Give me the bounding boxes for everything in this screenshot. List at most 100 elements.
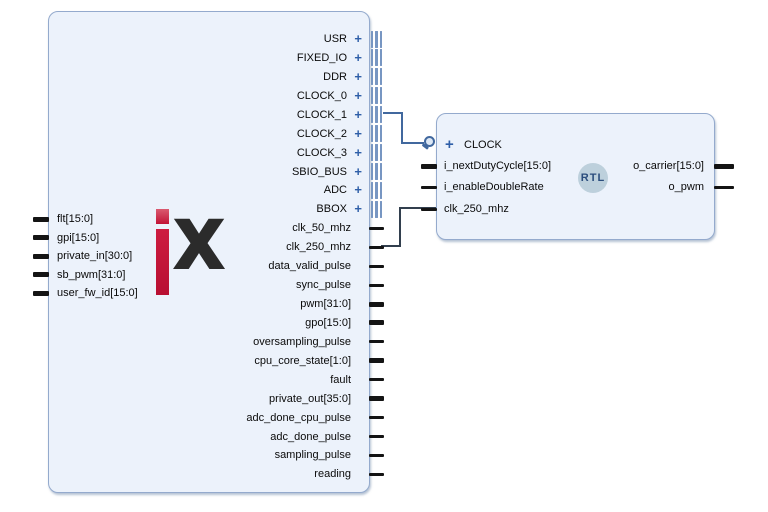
port-flt-15-0[interactable]: flt[15:0] <box>33 210 369 228</box>
port-clock-0[interactable]: + CLOCK_0 <box>49 87 382 105</box>
port-reading[interactable]: reading <box>49 465 384 483</box>
interface-pin-bar <box>379 87 382 105</box>
port-sampling-pulse[interactable]: sampling_pulse <box>49 446 384 464</box>
port-user-fw-id-15-0[interactable]: user_fw_id[15:0] <box>33 284 369 302</box>
interface-pin-bar <box>379 163 382 180</box>
interface-pin-icon <box>371 87 384 105</box>
interface-pin-bar <box>379 49 382 67</box>
interface-pin-bar <box>375 181 378 199</box>
output-pin-stub[interactable] <box>369 264 384 268</box>
port-private-out-35-0[interactable]: private_out[35:0] <box>49 390 384 408</box>
output-pin-stub[interactable] <box>369 340 384 344</box>
port-i-nextdutycycle-15-0[interactable]: i_nextDutyCycle[15:0] <box>421 157 714 175</box>
expand-plus-icon[interactable]: + <box>445 136 454 153</box>
port-private-in-30-0[interactable]: private_in[30:0] <box>33 247 369 265</box>
port-cpu-core-state-1-0[interactable]: cpu_core_state[1:0] <box>49 352 384 370</box>
output-pin-stub[interactable] <box>369 453 384 457</box>
output-pin-stub[interactable] <box>369 226 384 230</box>
input-pin-stub[interactable] <box>33 216 49 222</box>
net-clock1-to-clock-seg-h2[interactable] <box>401 142 424 144</box>
port-label: clk_250_mhz <box>286 241 351 254</box>
port-usr[interactable]: + USR <box>49 30 382 48</box>
expand-plus-icon[interactable]: + <box>354 68 362 84</box>
port-label: CLOCK_2 <box>296 127 347 140</box>
port-fixed-io[interactable]: + FIXED_IO <box>49 49 382 67</box>
input-pin-stub[interactable] <box>33 235 49 240</box>
port-gpo-15-0[interactable]: gpo[15:0] <box>49 314 384 332</box>
interface-pin-bar <box>371 200 374 218</box>
expand-plus-icon[interactable]: + <box>354 49 362 65</box>
expand-plus-icon[interactable]: + <box>354 87 362 103</box>
output-pin-stub[interactable] <box>369 396 384 402</box>
output-pin-stub[interactable] <box>714 185 734 189</box>
output-pin-stub[interactable] <box>369 301 384 307</box>
output-pin-stub[interactable] <box>369 358 384 364</box>
port-label: USR <box>323 33 347 45</box>
port-label: clk_50_mhz <box>292 222 351 235</box>
port-label: private_in[30:0] <box>57 250 133 262</box>
port-ddr[interactable]: + DDR <box>49 68 382 86</box>
input-pin-stub[interactable] <box>33 272 49 277</box>
port-sync-pulse[interactable]: sync_pulse <box>49 276 384 294</box>
expand-plus-icon[interactable]: + <box>354 125 362 141</box>
logo-i-dot <box>156 209 169 224</box>
port-data-valid-pulse[interactable]: data_valid_pulse <box>49 257 384 275</box>
port-clk-50-mhz[interactable]: clk_50_mhz <box>49 219 384 237</box>
net-clock1-to-clock-seg-v[interactable] <box>401 112 403 144</box>
port-clk-250-mhz[interactable]: clk_250_mhz <box>49 238 384 256</box>
output-pin-stub[interactable] <box>369 435 384 439</box>
net-clock1-to-clock-seg-h1[interactable] <box>383 112 403 114</box>
input-pin-stub[interactable] <box>421 207 437 211</box>
rtl-module-block[interactable]: RTL + CLOCK i_nextDutyCycle[15:0] i_enableD… <box>421 113 734 240</box>
input-pin-stub[interactable] <box>33 290 49 296</box>
port-pwm-31-0[interactable]: pwm[31:0] <box>49 295 384 313</box>
expand-plus-icon[interactable]: + <box>354 144 362 160</box>
port-sb-pwm-31-0[interactable]: sb_pwm[31:0] <box>33 266 369 284</box>
port-bbox[interactable]: + BBOX <box>49 200 382 218</box>
port-o-carrier-15-0[interactable]: o_carrier[15:0] <box>437 157 734 175</box>
port-gpi-15-0[interactable]: gpi[15:0] <box>33 229 369 247</box>
output-pin-stub[interactable] <box>369 378 384 382</box>
net-clk250-seg-v[interactable] <box>399 207 401 247</box>
output-pin-stub[interactable] <box>369 245 384 249</box>
output-pin-stub[interactable] <box>369 416 384 420</box>
port-label: o_pwm <box>668 181 704 193</box>
expand-plus-icon[interactable]: + <box>354 201 362 217</box>
net-clk250-seg-h1[interactable] <box>381 245 401 247</box>
port-clock[interactable]: + CLOCK <box>437 136 714 154</box>
output-pin-stub[interactable] <box>714 163 734 169</box>
input-pin-stub[interactable] <box>421 163 437 169</box>
port-label: FIXED_IO <box>296 51 347 64</box>
main-ip-block[interactable]: x flt[15:0] gpi[15:0] private_in[30:0] sb_p… <box>33 11 384 493</box>
port-clock-3[interactable]: + CLOCK_3 <box>49 144 382 162</box>
port-label: i_enableDoubleRate <box>444 181 544 193</box>
expand-plus-icon[interactable]: + <box>354 31 362 46</box>
port-label: i_nextDutyCycle[15:0] <box>444 160 551 172</box>
port-adc[interactable]: + ADC <box>49 181 382 199</box>
port-clock-1[interactable]: + CLOCK_1 <box>49 106 382 124</box>
port-adc-done-cpu-pulse[interactable]: adc_done_cpu_pulse <box>49 409 384 427</box>
port-o-pwm[interactable]: o_pwm <box>437 178 734 196</box>
port-label: CLOCK_0 <box>296 89 347 102</box>
input-pin-stub[interactable] <box>421 185 437 189</box>
port-oversampling-pulse[interactable]: oversampling_pulse <box>49 333 384 351</box>
port-clock-2[interactable]: + CLOCK_2 <box>49 125 382 143</box>
interface-pin-bar <box>371 106 374 124</box>
interface-pin-bar <box>371 87 374 105</box>
expand-plus-icon[interactable]: + <box>354 182 362 198</box>
expand-plus-icon[interactable]: + <box>354 106 362 122</box>
port-i-enabledoublerate[interactable]: i_enableDoubleRate <box>421 178 714 196</box>
port-fault[interactable]: fault <box>49 371 384 389</box>
port-clk-250-mhz[interactable]: clk_250_mhz <box>421 200 714 218</box>
magnifier-icon[interactable] <box>421 136 435 150</box>
port-label: clk_250_mhz <box>444 203 509 215</box>
output-pin-stub[interactable] <box>369 283 384 287</box>
input-pin-stub[interactable] <box>33 253 49 259</box>
net-clk250-seg-h2[interactable] <box>399 207 437 209</box>
output-pin-stub[interactable] <box>369 320 384 326</box>
interface-pin-bar <box>371 68 374 86</box>
port-adc-done-pulse[interactable]: adc_done_pulse <box>49 428 384 446</box>
port-sbio-bus[interactable]: + SBIO_BUS <box>49 163 382 181</box>
output-pin-stub[interactable] <box>369 472 384 476</box>
expand-plus-icon[interactable]: + <box>354 163 362 179</box>
